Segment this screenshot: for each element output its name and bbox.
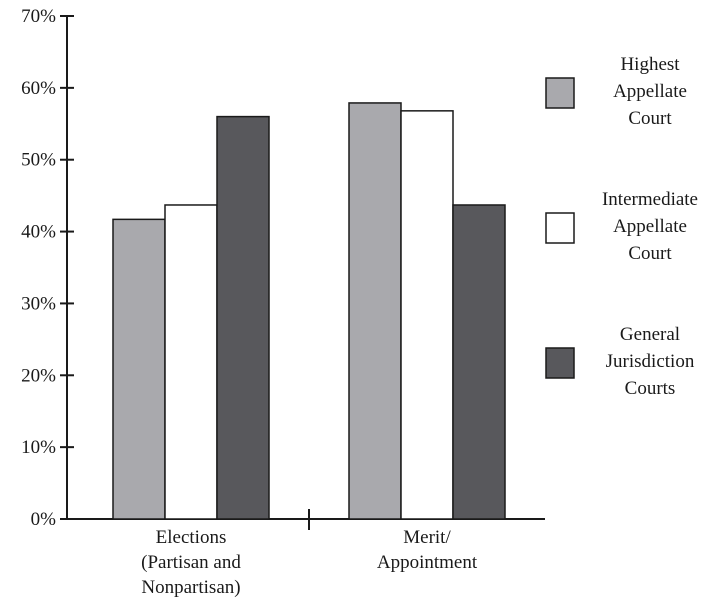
bar-series-1-category-0 — [165, 205, 217, 519]
bar-series-2-category-0 — [217, 117, 269, 519]
y-tick-label: 30% — [21, 293, 56, 314]
bar-series-0-category-1 — [349, 103, 401, 519]
bar-series-1-category-1 — [401, 111, 453, 519]
category-label: Elections (Partisan and Nonpartisan) — [141, 527, 241, 598]
bar-series-2-category-1 — [453, 205, 505, 519]
y-tick-label: 50% — [21, 150, 56, 171]
legend-swatch — [546, 213, 574, 243]
legend: Highest Appellate Court Intermediate Appella… — [546, 54, 698, 399]
category-label: Merit/Appointment — [377, 527, 478, 573]
y-tick-label: 70% — [21, 6, 56, 27]
y-tick-label: 40% — [21, 222, 56, 243]
y-tick-label: 10% — [21, 437, 56, 458]
legend-swatch — [546, 78, 574, 108]
y-tick-label: 20% — [21, 365, 56, 386]
bar-series-0-category-0 — [113, 219, 165, 519]
legend-label: Highest Appellate Court — [613, 54, 687, 129]
legend-swatch — [546, 348, 574, 378]
bars — [113, 103, 505, 519]
y-tick-label: 60% — [21, 78, 56, 99]
legend-label: General Jurisdiction Courts — [606, 324, 695, 399]
legend-label: Intermediate Appellate Court — [602, 189, 698, 264]
y-tick-label: 0% — [31, 509, 57, 530]
category-labels: Elections (Partisan and Nonpartisan) Merit/… — [141, 527, 478, 598]
